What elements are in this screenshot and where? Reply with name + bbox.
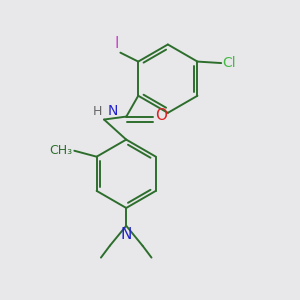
Text: N: N	[121, 227, 132, 242]
Text: I: I	[114, 36, 119, 51]
Text: H: H	[93, 105, 103, 118]
Text: CH₃: CH₃	[50, 144, 73, 157]
Text: N: N	[108, 104, 118, 118]
Text: Cl: Cl	[223, 56, 236, 70]
Text: O: O	[155, 109, 167, 124]
